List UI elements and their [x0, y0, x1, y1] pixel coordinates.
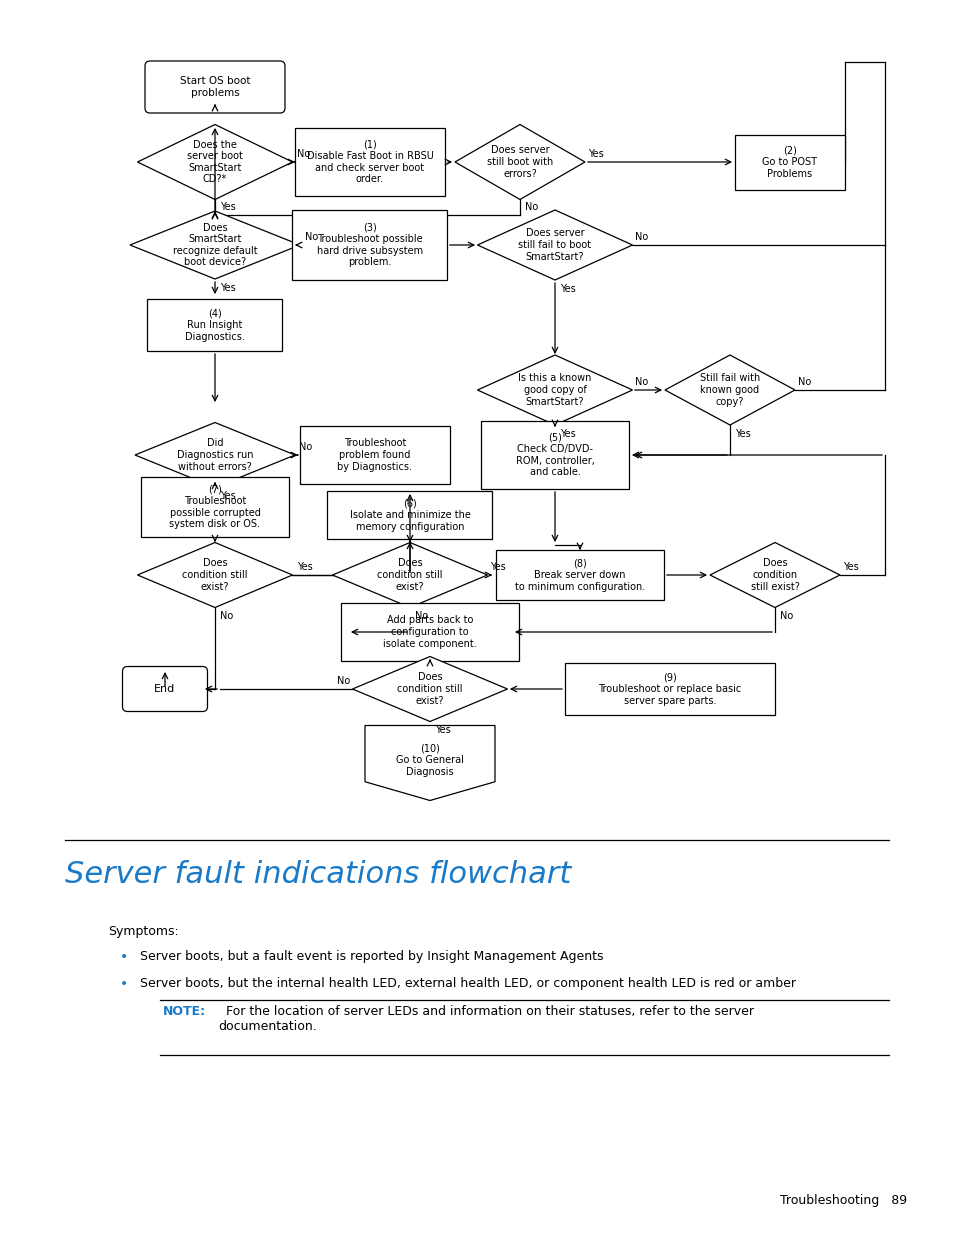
- Text: Does
condition
still exist?: Does condition still exist?: [750, 558, 799, 592]
- Text: Yes: Yes: [559, 284, 576, 294]
- Text: Troubleshooting   89: Troubleshooting 89: [780, 1194, 906, 1207]
- Text: Server boots, but a fault event is reported by Insight Management Agents: Server boots, but a fault event is repor…: [140, 950, 603, 963]
- Text: (10)
Go to General
Diagnosis: (10) Go to General Diagnosis: [395, 743, 463, 777]
- Text: Still fail with
known good
copy?: Still fail with known good copy?: [700, 373, 760, 406]
- Text: Yes: Yes: [220, 203, 235, 212]
- Text: No: No: [220, 611, 233, 621]
- Text: Yes: Yes: [587, 149, 603, 159]
- Text: No: No: [524, 203, 537, 212]
- Bar: [148, 299, 282, 351]
- Bar: [496, 550, 663, 600]
- Text: No: No: [336, 676, 350, 685]
- Text: No: No: [797, 377, 810, 387]
- Text: Is this a known
good copy of
SmartStart?: Is this a known good copy of SmartStart?: [517, 373, 591, 406]
- Polygon shape: [333, 542, 487, 608]
- Polygon shape: [709, 542, 840, 608]
- Text: (7)
Troubleshoot
possible corrupted
system disk or OS.: (7) Troubleshoot possible corrupted syst…: [170, 484, 260, 530]
- Text: No: No: [298, 442, 312, 452]
- Text: Does server
still fail to boot
SmartStart?: Does server still fail to boot SmartStar…: [517, 228, 591, 262]
- Text: Yes: Yes: [490, 562, 505, 572]
- Text: (1)
Disable Fast Boot in RBSU
and check server boot
order.: (1) Disable Fast Boot in RBSU and check …: [306, 140, 433, 184]
- Text: Server fault indications flowchart: Server fault indications flowchart: [65, 860, 571, 889]
- Bar: [327, 492, 492, 538]
- Text: (9)
Troubleshoot or replace basic
server spare parts.: (9) Troubleshoot or replace basic server…: [598, 672, 740, 705]
- Polygon shape: [137, 542, 293, 608]
- FancyBboxPatch shape: [122, 667, 208, 711]
- Bar: [564, 663, 774, 715]
- Text: Yes: Yes: [559, 429, 576, 438]
- Polygon shape: [135, 422, 294, 488]
- Text: •: •: [120, 950, 128, 965]
- Text: Does the
server boot
SmartStart
CD?*: Does the server boot SmartStart CD?*: [187, 140, 243, 184]
- Text: Add parts back to
configuration to
isolate component.: Add parts back to configuration to isola…: [383, 615, 476, 648]
- Text: No: No: [635, 232, 648, 242]
- Text: For the location of server LEDs and information on their statuses, refer to the : For the location of server LEDs and info…: [218, 1005, 753, 1032]
- Text: Start OS boot
problems: Start OS boot problems: [179, 77, 250, 98]
- Text: Does
condition still
exist?: Does condition still exist?: [182, 558, 248, 592]
- Text: Does
SmartStart
recognize default
boot device?: Does SmartStart recognize default boot d…: [172, 222, 257, 268]
- Text: Does
condition still
exist?: Does condition still exist?: [376, 558, 442, 592]
- Polygon shape: [130, 211, 299, 279]
- Polygon shape: [664, 354, 794, 425]
- Text: (3)
Troubleshoot possible
hard drive subsystem
problem.: (3) Troubleshoot possible hard drive sub…: [316, 222, 422, 268]
- Text: (6)
Isolate and minimize the
memory configuration: (6) Isolate and minimize the memory conf…: [349, 499, 470, 531]
- Bar: [734, 135, 844, 189]
- Text: Yes: Yes: [734, 429, 750, 438]
- Text: (5)
Check CD/DVD-
ROM, controller,
and cable.: (5) Check CD/DVD- ROM, controller, and c…: [515, 432, 594, 478]
- Text: NOTE:: NOTE:: [163, 1005, 206, 1018]
- Bar: [340, 603, 518, 661]
- Text: Server boots, but the internal health LED, external health LED, or component hea: Server boots, but the internal health LE…: [140, 977, 795, 990]
- Text: Symptoms:: Symptoms:: [108, 925, 178, 939]
- Text: (8)
Break server down
to minimum configuration.: (8) Break server down to minimum configu…: [515, 558, 644, 592]
- Polygon shape: [477, 354, 632, 425]
- Bar: [480, 421, 628, 489]
- Text: (4)
Run Insight
Diagnostics.: (4) Run Insight Diagnostics.: [185, 309, 245, 342]
- Bar: [293, 210, 447, 280]
- Polygon shape: [477, 210, 632, 280]
- Text: (2)
Go to POST
Problems: (2) Go to POST Problems: [761, 146, 817, 179]
- Text: No: No: [415, 611, 428, 621]
- Bar: [141, 477, 289, 537]
- Polygon shape: [455, 125, 584, 200]
- Text: Does
condition still
exist?: Does condition still exist?: [396, 672, 462, 705]
- Text: Troubleshoot
problem found
by Diagnostics.: Troubleshoot problem found by Diagnostic…: [337, 438, 412, 472]
- Text: Yes: Yes: [296, 562, 313, 572]
- Text: Yes: Yes: [842, 562, 858, 572]
- Text: Yes: Yes: [435, 725, 450, 735]
- Text: No: No: [635, 377, 648, 387]
- Polygon shape: [365, 725, 495, 800]
- Text: Does server
still boot with
errors?: Does server still boot with errors?: [486, 146, 553, 179]
- Bar: [299, 426, 450, 484]
- Text: End: End: [154, 684, 175, 694]
- Text: No: No: [780, 611, 792, 621]
- Text: Yes: Yes: [220, 283, 235, 293]
- Text: Did
Diagnostics run
without errors?: Did Diagnostics run without errors?: [176, 438, 253, 472]
- Bar: [294, 128, 444, 196]
- Polygon shape: [137, 125, 293, 200]
- FancyBboxPatch shape: [145, 61, 285, 112]
- Polygon shape: [352, 657, 507, 721]
- Text: •: •: [120, 977, 128, 990]
- Text: Yes: Yes: [220, 492, 235, 501]
- Text: No: No: [305, 232, 318, 242]
- Text: No: No: [296, 149, 310, 159]
